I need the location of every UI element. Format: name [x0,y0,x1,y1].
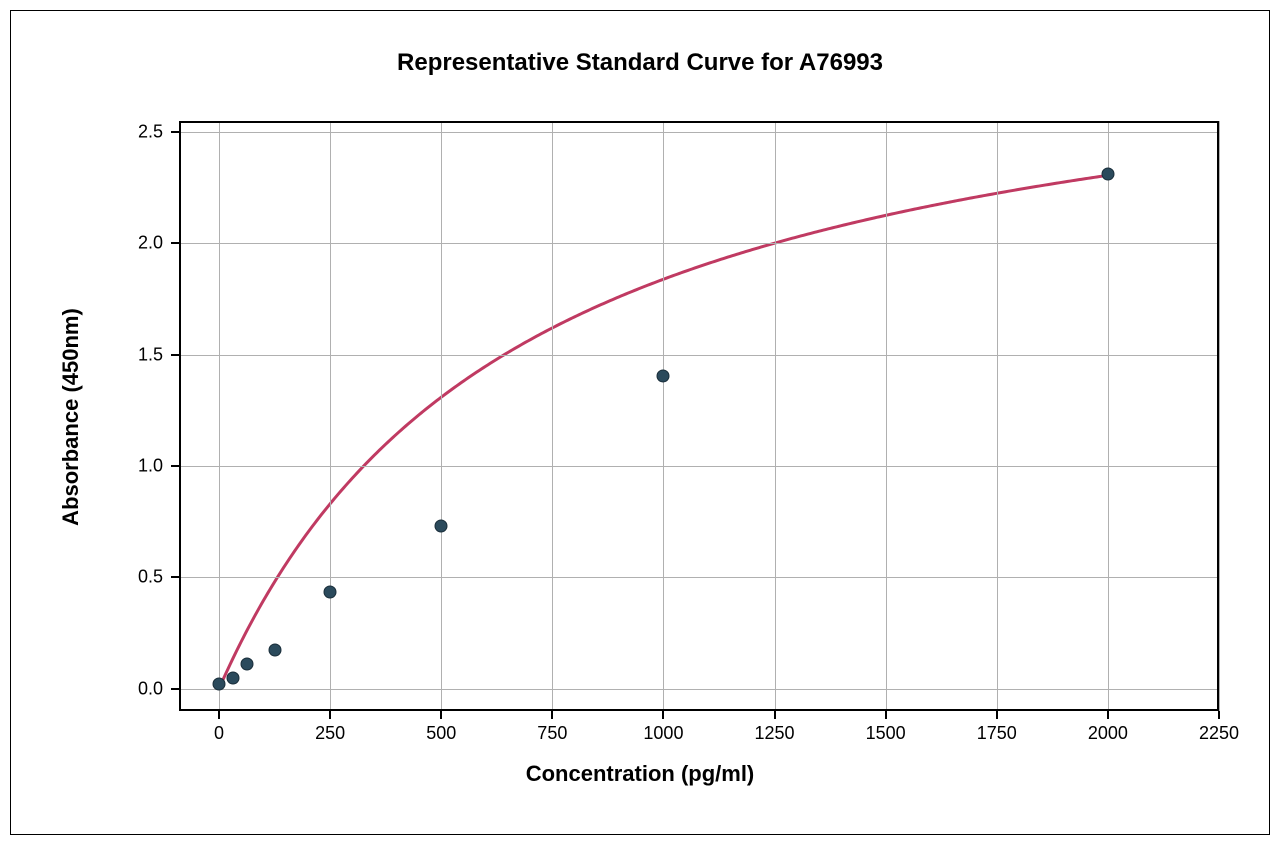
grid-line-horizontal [179,466,1219,467]
grid-line-horizontal [179,689,1219,690]
x-tick-mark [885,711,887,719]
data-point [435,520,448,533]
chart-title: Representative Standard Curve for A76993 [11,49,1269,77]
y-tick-mark [171,576,179,578]
grid-line-vertical [775,121,776,711]
y-tick-mark [171,354,179,356]
x-axis-label: Concentration (pg/ml) [11,761,1269,787]
fitted-curve [179,121,1219,711]
grid-line-horizontal [179,243,1219,244]
y-tick-label: 1.5 [138,344,163,365]
y-tick-mark [171,465,179,467]
y-tick-label: 0.0 [138,678,163,699]
grid-line-horizontal [179,577,1219,578]
x-tick-mark [551,711,553,719]
data-point [657,369,670,382]
grid-line-vertical [1219,121,1220,711]
grid-line-vertical [663,121,664,711]
grid-line-vertical [441,121,442,711]
grid-line-vertical [997,121,998,711]
x-tick-mark [1218,711,1220,719]
grid-line-horizontal [179,132,1219,133]
grid-line-horizontal [179,355,1219,356]
x-tick-label: 1500 [866,723,906,744]
data-point [268,643,281,656]
x-tick-label: 2000 [1088,723,1128,744]
y-tick-label: 1.0 [138,456,163,477]
chart-container: Representative Standard Curve for A76993… [10,10,1270,835]
x-tick-mark [218,711,220,719]
grid-line-vertical [219,121,220,711]
x-tick-mark [1107,711,1109,719]
data-point [240,658,253,671]
x-tick-label: 1750 [977,723,1017,744]
data-point [1101,168,1114,181]
x-tick-label: 500 [426,723,456,744]
y-tick-mark [171,131,179,133]
x-tick-label: 0 [214,723,224,744]
data-point [324,585,337,598]
x-tick-mark [329,711,331,719]
x-tick-mark [440,711,442,719]
grid-line-vertical [552,121,553,711]
x-tick-mark [996,711,998,719]
x-tick-label: 1000 [643,723,683,744]
y-tick-label: 0.5 [138,567,163,588]
x-tick-mark [662,711,664,719]
data-point [226,671,239,684]
data-point [213,678,226,691]
y-tick-mark [171,242,179,244]
y-tick-label: 2.5 [138,122,163,143]
x-tick-label: 2250 [1199,723,1239,744]
y-tick-label: 2.0 [138,233,163,254]
grid-line-vertical [1108,121,1109,711]
y-axis-label: Absorbance (450nm) [58,122,84,712]
plot-area [179,121,1219,711]
y-tick-mark [171,688,179,690]
grid-line-vertical [330,121,331,711]
x-tick-mark [774,711,776,719]
x-tick-label: 250 [315,723,345,744]
x-tick-label: 1250 [755,723,795,744]
grid-line-vertical [886,121,887,711]
x-tick-label: 750 [537,723,567,744]
